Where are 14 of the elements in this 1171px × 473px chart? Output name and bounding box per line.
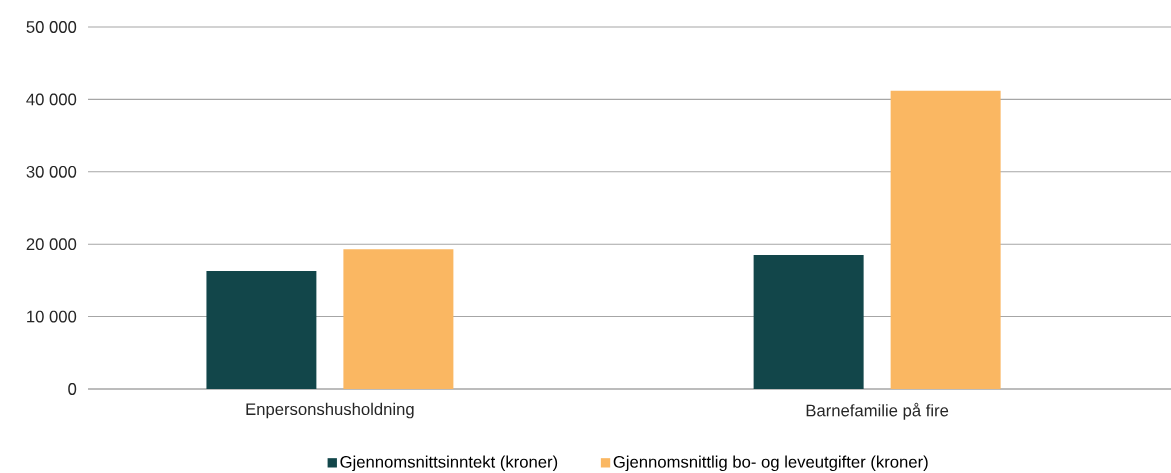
y-tick-label: 10 000 [27,310,77,323]
x-tick-label: Barnefamilie på fire [806,402,949,420]
y-tick-label: 30 000 [26,165,77,178]
bar [890,90,1001,389]
y-tick-label: 50 000 [26,21,77,33]
y-tick-label: 0 [68,383,77,395]
bar [753,255,864,389]
y-tick-label: 20 000 [26,238,77,251]
bar [343,249,454,389]
legend-label: Gjennomsnittsinntekt (kroner) [340,455,558,472]
y-tick-label: 40 000 [26,93,77,106]
x-tick-label: Enpersonshusholdning [246,402,414,419]
legend-label: Gjennomsnittlig bo- og leveutgifter (kroner) [613,455,928,472]
bar [206,270,317,389]
